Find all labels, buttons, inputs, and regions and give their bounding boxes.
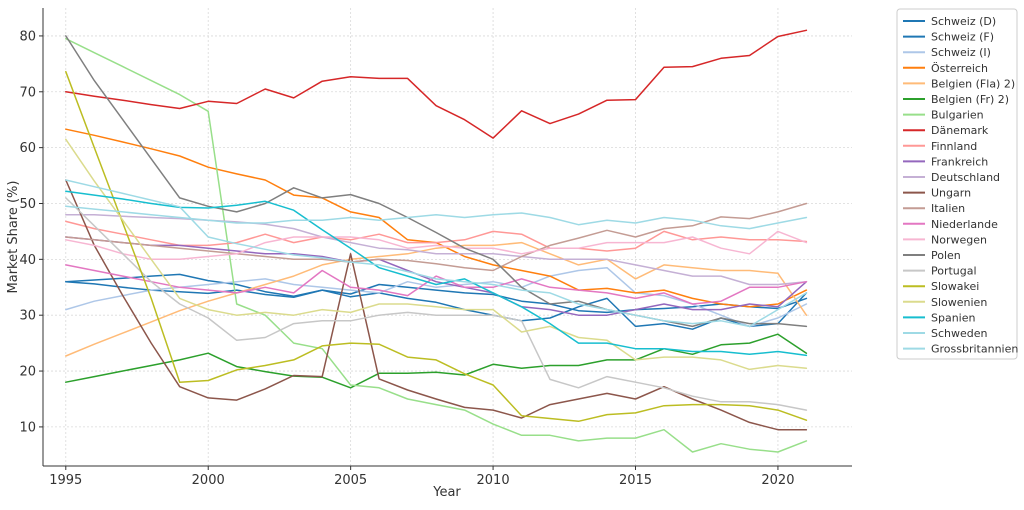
- series-line-ungarn: [65, 179, 808, 431]
- legend-label: Schweiz (D): [931, 15, 996, 28]
- legend-item: Österreich: [903, 62, 988, 75]
- series-line-belgien-fla-2: [65, 241, 808, 357]
- x-axis-label: Year: [432, 485, 461, 500]
- series-line-d-nemark: [65, 29, 808, 139]
- legend-label: Bulgarien: [931, 109, 984, 122]
- y-tick-label: 40: [19, 253, 36, 268]
- y-tick-label: 70: [19, 85, 36, 100]
- legend: Schweiz (D) Schweiz (F) Schweiz (I) Österre…: [896, 8, 1018, 360]
- x-tick-label: 2005: [334, 473, 367, 488]
- legend-box: [896, 8, 1018, 360]
- legend-item: Schweiz (F): [903, 31, 994, 44]
- legend-item: Schweden: [903, 327, 988, 340]
- legend-label: Grossbritannien: [931, 343, 1018, 356]
- legend-label: Dänemark: [931, 124, 989, 137]
- y-tick-label: 50: [19, 197, 36, 212]
- x-tick-label: 2010: [477, 473, 510, 488]
- legend-label: Slowakei: [931, 280, 979, 293]
- series-line-grossbritannien: [65, 205, 808, 230]
- series-line-norwegen: [65, 230, 808, 261]
- series-line-schweden: [65, 179, 808, 328]
- legend-item: Bulgarien: [903, 109, 984, 122]
- gridlines: [43, 8, 852, 466]
- series-line-belgien-fr-2: [65, 333, 808, 389]
- series-line-portugal: [65, 197, 808, 411]
- legend-label: Belgien (Fla) 2): [931, 77, 1015, 90]
- legend-item: Deutschland: [903, 171, 1000, 184]
- series-line-slowenien: [65, 138, 808, 371]
- legend-label: Schweiz (F): [931, 31, 994, 44]
- y-axis-label: Market Share (%): [6, 181, 21, 294]
- legend-item: Finnland: [903, 140, 977, 153]
- series-line-bulgarien: [65, 37, 808, 453]
- legend-item: Norwegen: [903, 233, 987, 246]
- legend-item: Slowenien: [903, 296, 987, 309]
- series-line-finnland: [65, 220, 808, 252]
- series-line-spanien: [65, 190, 808, 357]
- legend-label: Belgien (Fr) 2): [931, 93, 1009, 106]
- series-line-frankreich: [65, 236, 808, 316]
- legend-item: Grossbritannien: [903, 343, 1018, 356]
- series-line-schweiz-i: [65, 266, 808, 328]
- legend-label: Polen: [931, 249, 961, 262]
- legend-item: Frankreich: [903, 155, 988, 168]
- legend-label: Ungarn: [931, 187, 971, 200]
- legend-label: Norwegen: [931, 233, 987, 246]
- legend-item: Slowakei: [903, 280, 979, 293]
- x-tick-label: 1995: [49, 473, 82, 488]
- legend-items: Schweiz (D) Schweiz (F) Schweiz (I) Österre…: [903, 15, 1018, 356]
- legend-item: Schweiz (I): [903, 46, 991, 59]
- legend-label: Frankreich: [931, 155, 988, 168]
- series-line-schweiz-f: [65, 280, 808, 330]
- legend-item: Ungarn: [903, 187, 971, 200]
- legend-label: Italien: [931, 202, 965, 215]
- legend-item: Schweiz (D): [903, 15, 996, 28]
- legend-item: Portugal: [903, 265, 977, 278]
- y-tick-label: 10: [19, 420, 36, 435]
- legend-label: Niederlande: [931, 218, 998, 231]
- legend-item: Dänemark: [903, 124, 989, 137]
- legend-label: Deutschland: [931, 171, 1000, 184]
- legend-item: Belgien (Fr) 2): [903, 93, 1009, 106]
- legend-label: Slowenien: [931, 296, 987, 309]
- legend-label: Österreich: [931, 62, 988, 75]
- legend-label: Portugal: [931, 265, 977, 278]
- x-tick-label: 2000: [192, 473, 225, 488]
- y-tick-label: 30: [19, 309, 36, 324]
- series-line-italien: [65, 202, 808, 272]
- legend-label: Spanien: [931, 311, 976, 324]
- legend-item: Polen: [903, 249, 961, 262]
- series-line-polen: [65, 35, 808, 328]
- y-tick-label: 80: [19, 29, 36, 44]
- legend-item: Belgien (Fla) 2): [903, 77, 1015, 90]
- legend-label: Finnland: [931, 140, 977, 153]
- legend-label: Schweiz (I): [931, 46, 991, 59]
- legend-label: Schweden: [931, 327, 988, 340]
- series-lines: [65, 29, 808, 453]
- series-line-slowakei: [65, 70, 808, 423]
- x-tick-label: 2020: [761, 473, 794, 488]
- series-line-niederlande: [65, 264, 808, 305]
- legend-item: Italien: [903, 202, 965, 215]
- axes: [42, 8, 852, 467]
- legend-item: Spanien: [903, 311, 976, 324]
- y-tick-label: 20: [19, 365, 36, 380]
- x-tick-label: 2015: [619, 473, 652, 488]
- y-tick-label: 60: [19, 141, 36, 156]
- tick-labels: 1995 2000 2005 2010 2015 2020 10 20 30 40 50 60 70 80: [19, 29, 794, 488]
- legend-item: Niederlande: [903, 218, 998, 231]
